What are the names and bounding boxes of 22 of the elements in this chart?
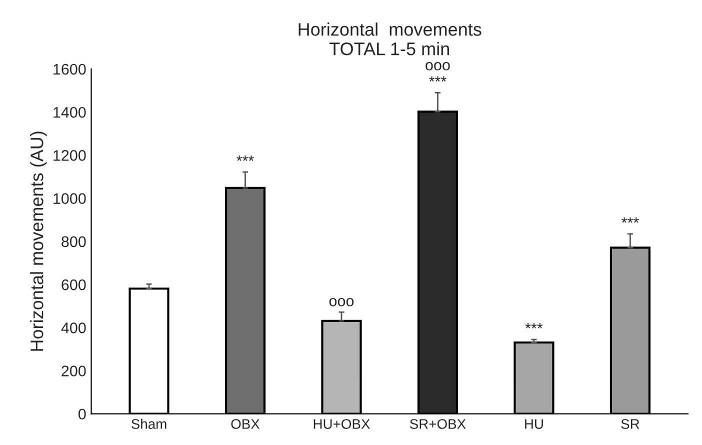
y-tick-label: 1200 bbox=[54, 150, 86, 161]
y-tick-label: 200 bbox=[62, 366, 86, 376]
x-tick-label: SR+OBX bbox=[410, 419, 466, 429]
annotation: *** bbox=[236, 156, 254, 161]
y-tick-label: 600 bbox=[62, 279, 86, 290]
y-tick-label: 1600 bbox=[54, 64, 86, 75]
y-tick-label: 1400 bbox=[54, 106, 86, 118]
x-tick-label: OBX bbox=[231, 419, 260, 429]
annotation: *** bbox=[525, 323, 543, 328]
annotation: *** bbox=[622, 217, 639, 223]
y-tick-label: 400 bbox=[61, 322, 86, 334]
y-tick-label: 0 bbox=[78, 408, 86, 420]
annotation: ooo *** bbox=[426, 62, 450, 82]
x-tick-label: SR bbox=[621, 419, 640, 429]
y-tick-label: 1000 bbox=[54, 193, 86, 204]
y-tick-label: 800 bbox=[62, 236, 86, 248]
x-tick-label: Sham bbox=[131, 418, 166, 429]
x-tick-label: HU+OBX bbox=[314, 419, 370, 429]
annotation: ooo bbox=[329, 298, 354, 306]
y-axis-title: Horizontal movements (AU) bbox=[30, 132, 47, 351]
x-tick-label: HU bbox=[525, 419, 543, 429]
chart-title: Horizontal movements TOTAL 1-5 min bbox=[298, 22, 482, 56]
